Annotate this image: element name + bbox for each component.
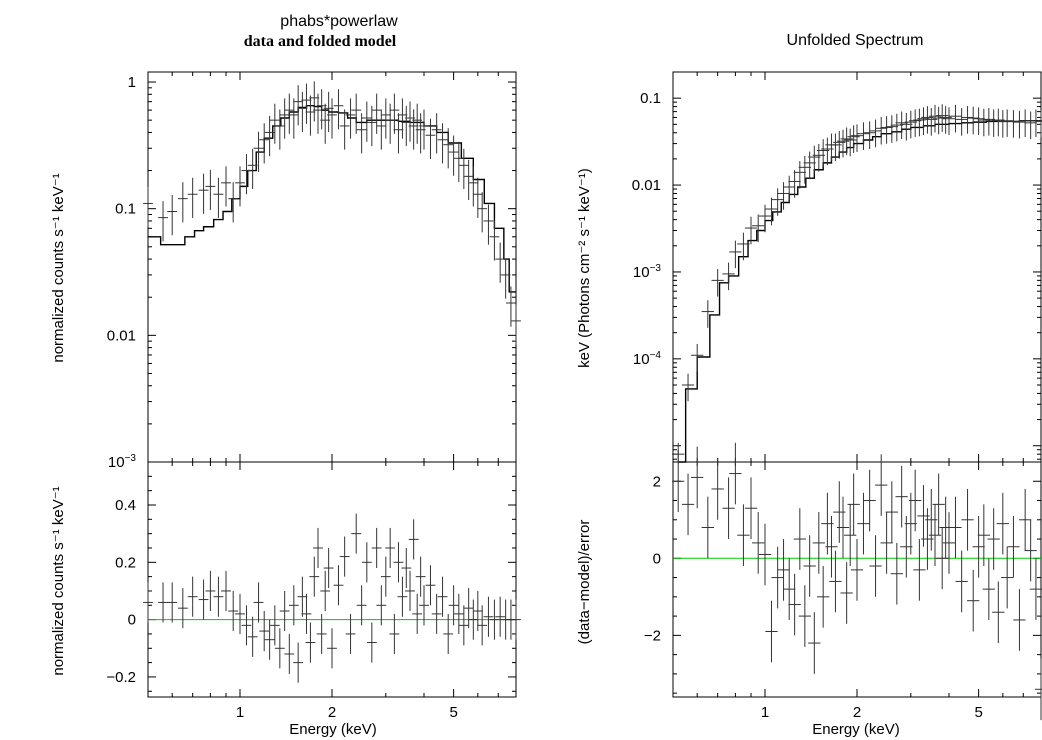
left-subtitle: data and folded model <box>244 33 397 50</box>
top-right-panel: 0.1 0.01 10−3 10−4 <box>632 71 1042 463</box>
top-left-y-tick-label-0: 1 <box>128 74 136 91</box>
bottom-left-y-tick-label-3: −0.2 <box>106 669 136 686</box>
bottom-right-panel: 1 2 5 2 0 −2 <box>644 442 1042 721</box>
top-left-y-tick-label-1: 0.1 <box>115 201 136 218</box>
bottom-right-x-tick-label-0: 1 <box>761 704 769 721</box>
left-title: phabs*powerlaw <box>280 13 398 30</box>
top-right-y-tick-label-2: 10−3 <box>633 263 662 281</box>
top-right-y-tick-label-3: 10−4 <box>633 350 662 368</box>
bottom-right-y-tick-label-1: 0 <box>653 550 661 567</box>
bottom-right-y-label: (data−model)/error <box>576 520 593 645</box>
bottom-right-x-tick-label-1: 2 <box>853 704 861 721</box>
bottom-left-x-label: Energy (keV) <box>289 721 377 738</box>
bottom-left-x-tick-label-2: 5 <box>449 704 457 721</box>
bottom-right-y-tick-label-2: −2 <box>644 627 661 644</box>
bottom-right-x-label: Energy (keV) <box>812 721 900 738</box>
bottom-left-y-tick-label-1: 0.2 <box>115 554 136 571</box>
bottom-right-y-tick-label-0: 2 <box>653 473 661 490</box>
bottom-left-panel: 1 2 5 0.4 0.2 0 −0.2 <box>106 461 521 721</box>
top-left-y-tick-label-3: 10−3 <box>108 453 137 471</box>
bottom-left-x-tick-label-0: 1 <box>236 704 244 721</box>
bottom-left-y-tick-label-2: 0 <box>128 612 136 629</box>
top-left-panel: 1 0.1 0.01 10−3 <box>107 71 521 471</box>
top-right-y-tick-label-0: 0.1 <box>640 90 661 107</box>
bottom-left-y-label: normalized counts s⁻¹ keV⁻¹ <box>50 486 67 675</box>
top-left-y-tick-label-2: 0.01 <box>107 327 136 344</box>
top-left-y-label: normalized counts s⁻¹ keV⁻¹ <box>50 173 67 362</box>
top-right-y-label: keV (Photons cm⁻² s⁻¹ keV⁻¹) <box>576 168 593 368</box>
top-right-y-tick-label-1: 0.01 <box>632 177 661 194</box>
bottom-right-x-tick-label-2: 5 <box>974 704 982 721</box>
right-title: Unfolded Spectrum <box>787 32 924 49</box>
top-right-model-line <box>678 120 1041 463</box>
bottom-left-y-tick-label-0: 0.4 <box>115 497 136 514</box>
bottom-left-x-tick-label-1: 2 <box>328 704 336 721</box>
